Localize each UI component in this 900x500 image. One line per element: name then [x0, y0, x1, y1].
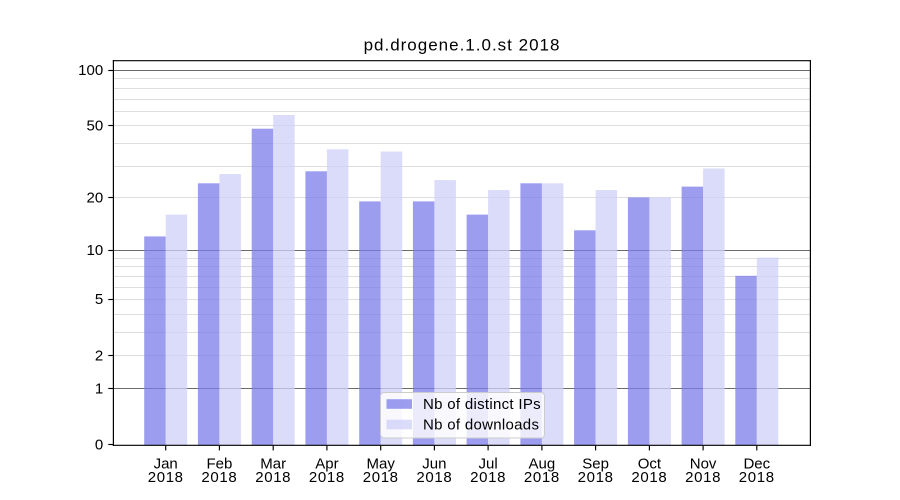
svg-text:10: 10 — [87, 242, 104, 259]
svg-text:1: 1 — [95, 380, 103, 397]
svg-text:Dec: Dec — [743, 455, 770, 472]
svg-text:2018: 2018 — [309, 469, 345, 486]
svg-text:Mar: Mar — [260, 455, 286, 472]
svg-text:2018: 2018 — [685, 469, 721, 486]
svg-text:2: 2 — [95, 347, 103, 364]
svg-text:2018: 2018 — [470, 469, 506, 486]
svg-text:2018: 2018 — [416, 469, 452, 486]
svg-text:2018: 2018 — [739, 469, 775, 486]
svg-text:100: 100 — [78, 62, 103, 79]
svg-text:Apr: Apr — [315, 455, 338, 472]
svg-text:Nb of distinct IPs: Nb of distinct IPs — [423, 396, 541, 413]
svg-text:Sep: Sep — [582, 455, 609, 472]
svg-text:Jun: Jun — [422, 455, 446, 472]
svg-text:0: 0 — [95, 437, 103, 454]
svg-text:Aug: Aug — [529, 455, 556, 472]
svg-text:2018: 2018 — [524, 469, 560, 486]
svg-text:Jul: Jul — [479, 455, 498, 472]
svg-text:2018: 2018 — [631, 469, 667, 486]
svg-text:Oct: Oct — [638, 455, 662, 472]
svg-text:Jan: Jan — [154, 455, 178, 472]
svg-text:5: 5 — [95, 291, 103, 308]
svg-text:May: May — [367, 455, 396, 472]
svg-text:50: 50 — [87, 117, 104, 134]
svg-text:20: 20 — [87, 189, 104, 206]
svg-text:2018: 2018 — [148, 469, 184, 486]
svg-text:2018: 2018 — [578, 469, 614, 486]
svg-text:Feb: Feb — [206, 455, 232, 472]
svg-text:pd.drogene.1.0.st 2018: pd.drogene.1.0.st 2018 — [364, 36, 561, 55]
svg-text:Nb of downloads: Nb of downloads — [423, 417, 539, 434]
svg-text:2018: 2018 — [255, 469, 291, 486]
svg-text:2018: 2018 — [201, 469, 237, 486]
svg-text:Nov: Nov — [690, 455, 717, 472]
svg-text:2018: 2018 — [363, 469, 399, 486]
